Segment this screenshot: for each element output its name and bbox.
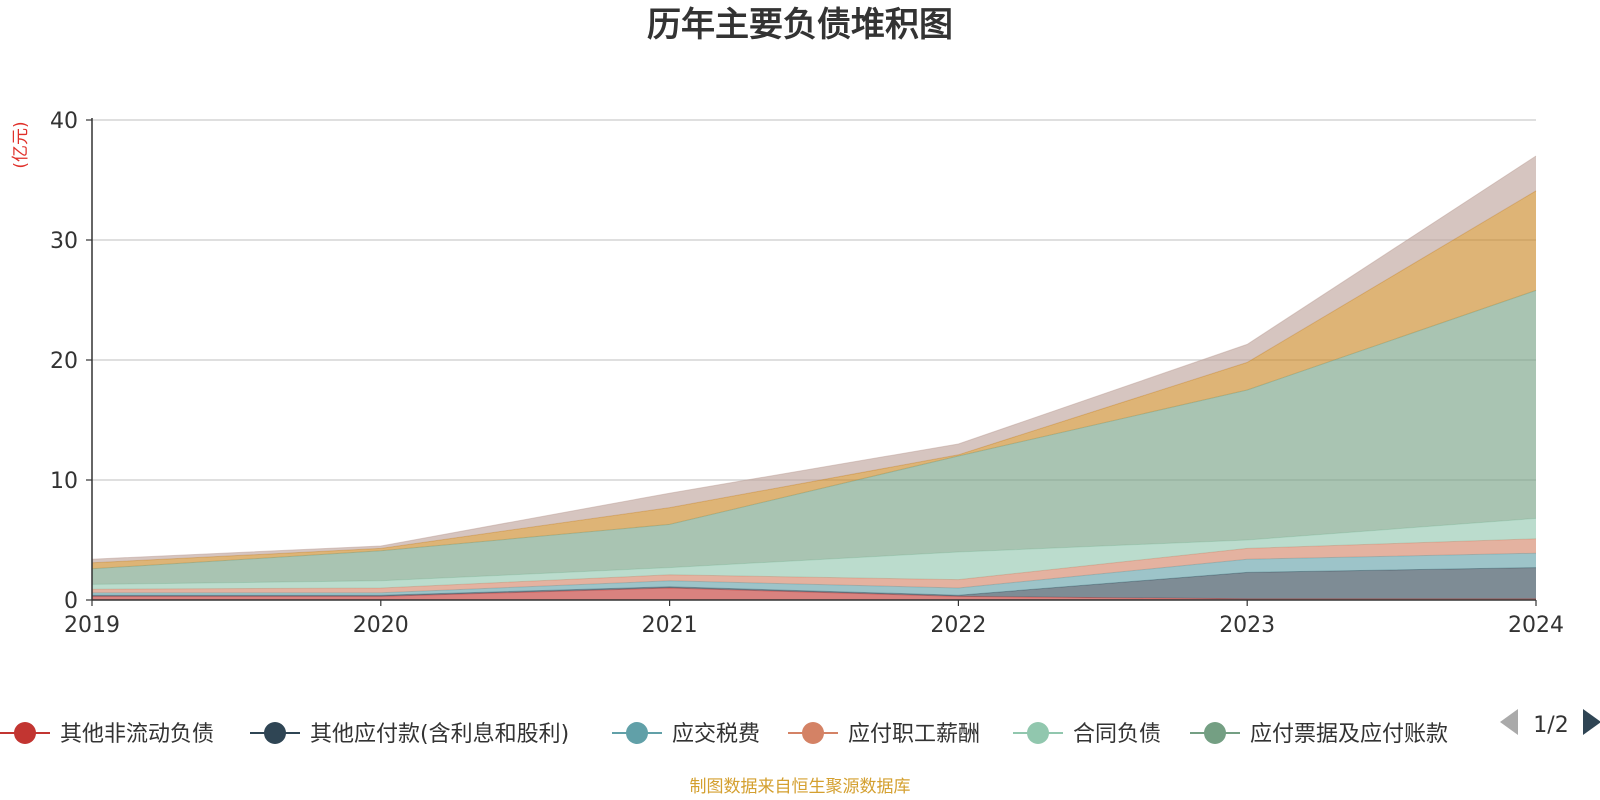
- y-tick-label: 40: [50, 109, 78, 134]
- area-series-3: [92, 538, 1536, 593]
- chart-title: 历年主要负债堆积图: [647, 5, 953, 45]
- legend-marker: [1204, 722, 1226, 744]
- legend-item[interactable]: 应付票据及应付账款: [1190, 722, 1448, 747]
- y-tick-label: 30: [50, 229, 78, 254]
- axes: 0 10 20 30 40 2019 2020 2021 2022 2023 2024: [50, 109, 1564, 638]
- area-series-line-7: [91, 155, 1537, 560]
- area-series-2: [92, 553, 1536, 596]
- y-axis-label: (亿元): [11, 121, 31, 168]
- legend-marker: [802, 722, 824, 744]
- y-tick-label: 20: [50, 349, 78, 374]
- legend-pager: 1/2: [1500, 709, 1600, 738]
- area-series-1: [92, 567, 1536, 599]
- area-series-7: [92, 156, 1536, 563]
- legend-item[interactable]: 应付职工薪酬: [788, 722, 980, 747]
- legend-marker: [14, 722, 36, 744]
- legend-marker: [1027, 722, 1049, 744]
- x-tick-label: 2020: [353, 613, 409, 638]
- triangle-right-icon[interactable]: [1583, 709, 1600, 735]
- area-series-5: [92, 290, 1536, 585]
- x-tick-label: 2022: [930, 613, 986, 638]
- legend-item[interactable]: 合同负债: [1013, 722, 1161, 747]
- legend-item[interactable]: 其他应付款(含利息和股利): [250, 722, 569, 747]
- y-tick-label: 0: [64, 589, 78, 614]
- legend-page-indicator: 1/2: [1533, 713, 1568, 738]
- legend-label: 其他应付款(含利息和股利): [310, 722, 569, 747]
- area-series-0: [92, 588, 1536, 600]
- legend-item[interactable]: 应交税费: [612, 722, 760, 747]
- legend-marker: [264, 722, 286, 744]
- x-tick-label: 2021: [642, 613, 698, 638]
- legend-label: 合同负债: [1073, 722, 1161, 747]
- legend-label: 其他非流动负债: [60, 722, 214, 747]
- x-tick-label: 2024: [1508, 613, 1564, 638]
- legend-item[interactable]: 其他非流动负债: [0, 722, 214, 747]
- area-series: [91, 155, 1537, 600]
- legend-label: 应付职工薪酬: [848, 722, 980, 747]
- x-tick-label: 2019: [64, 613, 120, 638]
- data-source-note: 制图数据来自恒生聚源数据库: [690, 777, 911, 797]
- legend-label: 应交税费: [672, 722, 760, 747]
- area-series-4: [92, 518, 1536, 590]
- legend-label: 应付票据及应付账款: [1250, 722, 1448, 747]
- triangle-left-icon[interactable]: [1500, 709, 1518, 735]
- area-series-6: [92, 190, 1536, 569]
- x-tick-label: 2023: [1219, 613, 1275, 638]
- y-tick-label: 10: [50, 469, 78, 494]
- legend: 其他非流动负债 其他应付款(含利息和股利) 应交税费 应付职工薪酬 合同负债 应付票据及应…: [0, 722, 1448, 747]
- legend-marker: [626, 722, 648, 744]
